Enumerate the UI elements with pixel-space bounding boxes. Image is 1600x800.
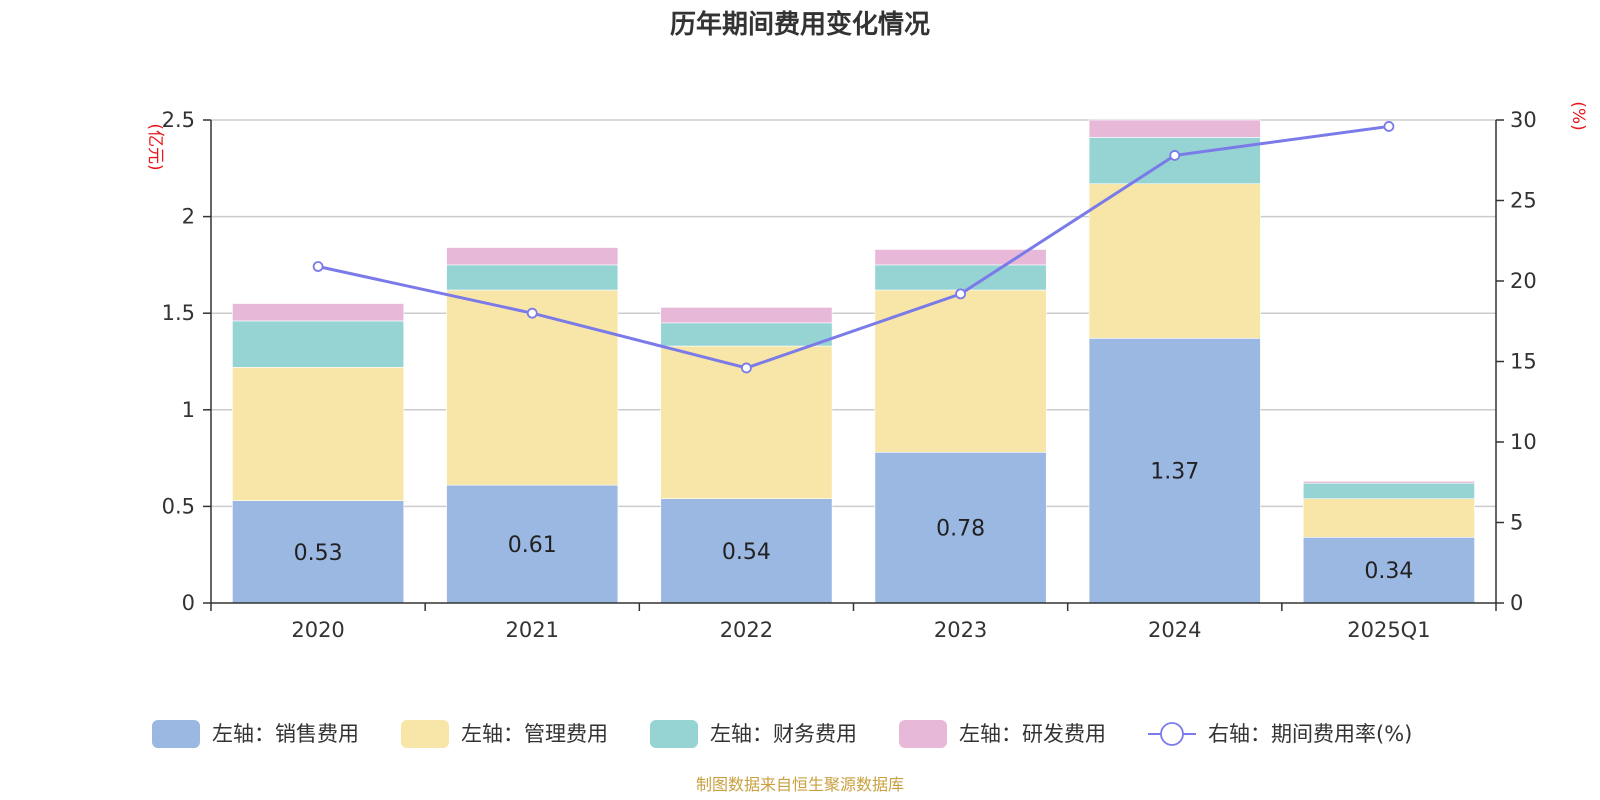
bar-segment (660, 307, 833, 324)
legend-swatch (401, 720, 449, 748)
legend-item: 左轴：财务费用 (650, 720, 857, 748)
bar-data-label: 0.54 (722, 540, 771, 565)
rate-line (312, 121, 1395, 374)
right-tick-label: 30 (1510, 108, 1537, 132)
legend-swatch (650, 720, 698, 748)
rate-line-point (955, 288, 966, 300)
rate-line-path (317, 124, 1390, 370)
bar-segment (660, 498, 833, 604)
right-tick-label: 10 (1510, 430, 1537, 454)
rate-line-point (741, 362, 752, 374)
axes: 0 0.5 1 1.5 2 2.5 0 5 10 15 20 25 30 2020 2021 2022 2023… (145, 101, 1588, 642)
bar-segment (1302, 480, 1475, 484)
legend-label: 右轴：期间费用率(%) (1208, 722, 1412, 746)
bar-segment (1302, 482, 1475, 499)
bar-segment (232, 303, 405, 322)
legend-swatch (899, 720, 947, 748)
legend-label: 左轴：财务费用 (710, 722, 857, 746)
bar-segment (874, 264, 1047, 291)
bar-data-label: 0.53 (294, 541, 343, 566)
right-tick-label: 5 (1510, 511, 1523, 535)
bar-segment (1088, 338, 1261, 604)
x-tick-label: 2023 (934, 618, 987, 642)
rate-line-point (1383, 121, 1395, 132)
bar-segment (874, 249, 1047, 266)
left-tick-label: 0.5 (162, 494, 195, 518)
rate-line-point (526, 307, 538, 319)
left-tick-label: 0 (182, 591, 195, 615)
x-tick-label: 2020 (291, 618, 344, 642)
grid (211, 119, 1496, 508)
x-tick-label: 2025Q1 (1347, 618, 1430, 642)
right-tick-label: 15 (1510, 350, 1537, 374)
source-note: 制图数据来自恒生聚源数据库 (696, 775, 904, 794)
chart-title: 历年期间费用变化情况 (670, 9, 930, 40)
bar-segment (446, 247, 619, 266)
legend-item: 左轴：管理费用 (401, 720, 608, 748)
left-axis-unit: (亿元) (145, 123, 165, 170)
x-tick-label: 2022 (720, 618, 773, 642)
left-tick-label: 1.5 (162, 301, 195, 325)
left-tick-label: 2.5 (162, 108, 195, 132)
legend-label: 左轴：销售费用 (212, 722, 359, 746)
bar-segment (232, 320, 405, 368)
legend-item: 左轴：研发费用 (899, 720, 1106, 748)
bar-segment (874, 289, 1047, 453)
left-tick-label: 2 (182, 205, 195, 229)
data-labels: 0.53 0.61 0.54 0.78 1.37 0.34 (294, 460, 1414, 584)
bar-segment (446, 264, 619, 291)
bar-segment (232, 366, 405, 501)
bar-segment (1302, 498, 1475, 538)
bar-segment (446, 484, 619, 604)
right-tick-label: 25 (1510, 189, 1537, 213)
bar-segment (1088, 119, 1261, 138)
bar-segment (446, 289, 619, 486)
bar-data-label: 0.34 (1364, 559, 1413, 584)
right-tick-label: 0 (1510, 591, 1523, 615)
legend: 左轴：销售费用 左轴：管理费用 左轴：财务费用 左轴：研发费用 右轴：期间费用率(%) (152, 720, 1412, 748)
right-axis-unit: (%) (1568, 101, 1588, 130)
legend-item: 右轴：期间费用率(%) (1148, 722, 1412, 746)
legend-item: 左轴：销售费用 (152, 720, 359, 748)
bar-data-label: 0.78 (936, 517, 985, 542)
legend-label: 左轴：研发费用 (959, 722, 1106, 746)
x-tick-label: 2024 (1148, 618, 1201, 642)
legend-label: 左轴：管理费用 (461, 722, 608, 746)
legend-marker (1160, 722, 1184, 746)
rate-line-point (312, 261, 324, 272)
x-tick-label: 2021 (506, 618, 559, 642)
bar-data-label: 1.37 (1150, 460, 1199, 485)
bars (232, 119, 1475, 604)
rate-line-point (1169, 150, 1181, 161)
bar-segment (874, 452, 1047, 604)
left-tick-label: 1 (182, 398, 195, 422)
bar-segment (1088, 183, 1261, 339)
bar-segment (660, 322, 833, 347)
legend-swatch (152, 720, 200, 748)
bar-segment (232, 500, 405, 604)
bar-segment (1302, 537, 1475, 604)
bar-data-label: 0.61 (508, 533, 557, 558)
right-tick-label: 20 (1510, 269, 1537, 293)
